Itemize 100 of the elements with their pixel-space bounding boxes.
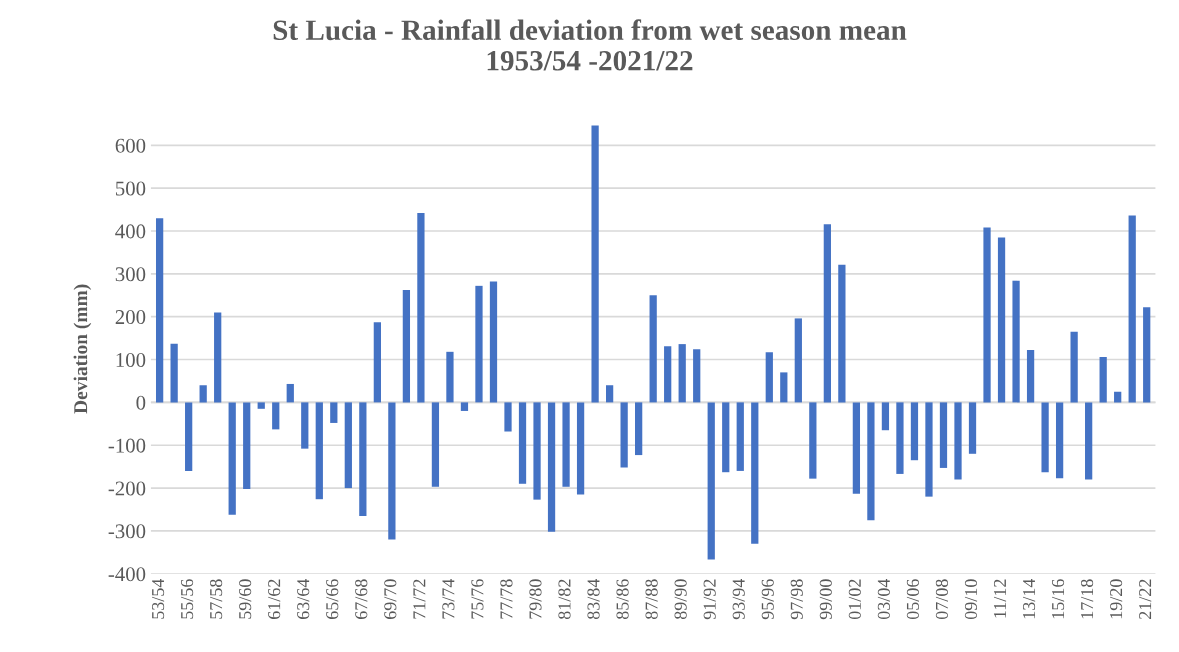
bar [780,372,788,403]
bar [272,402,280,430]
x-tick-label: 77/78 [500,579,513,619]
x-tick-label: 13/14 [1022,578,1036,619]
bar [330,402,338,423]
x-tick-label: 19/20 [1110,579,1123,619]
bar [286,383,294,403]
bar [635,402,643,456]
y-tick-label: 0 [136,395,146,410]
bar [417,213,425,403]
bar [1055,402,1064,479]
y-tick-label: -400 [108,567,146,582]
x-tick-label: 75/76 [471,579,484,619]
bar [1070,331,1078,403]
x-tick-label: 11/12 [993,579,1007,618]
bar [997,237,1006,403]
y-tick-label: 400 [115,224,146,239]
bar [910,402,919,461]
bar [809,402,817,479]
y-tick-label: -200 [108,481,146,496]
bar [954,402,962,480]
bar [852,402,861,494]
bar [562,402,570,487]
x-tick-label: 15/16 [1052,579,1065,619]
bar [881,402,890,431]
x-tick-label: 91/92 [703,579,716,620]
bar [1085,402,1093,480]
bar [518,402,527,484]
x-tick-label: 09/10 [964,579,978,620]
bar [794,318,802,403]
bar [315,402,323,500]
y-tick-label: -300 [108,524,146,539]
y-axis-title: Deviation (mm) [73,284,92,414]
bar [968,402,977,454]
x-tick-label: 87/88 [645,579,658,620]
x-tick-label: 89/90 [674,579,687,620]
x-tick-label: 83/84 [587,578,600,620]
y-tick-label: 600 [115,138,146,153]
y-tick-label: 200 [115,310,146,325]
bar [707,402,715,560]
x-tick-label: 95/96 [761,579,774,620]
bar [359,402,367,516]
x-tick-label: 59/60 [239,579,252,619]
bar [591,125,599,403]
bar [155,218,164,403]
bar [649,295,657,403]
bar [576,402,585,495]
bar [1114,391,1122,403]
x-tick-label: 53/54 [152,578,165,619]
bar [431,402,440,487]
bar [388,402,396,540]
bar [983,227,991,403]
x-tick-label: 65/66 [326,579,339,619]
x-tick-label: 01/02 [848,579,861,620]
bar [925,402,933,497]
bar [605,385,614,403]
bar [1041,402,1049,473]
y-tick-label: 100 [116,352,146,367]
bar [1012,280,1020,403]
bar [214,312,222,403]
bar [185,402,193,471]
bar [751,402,759,544]
bar [489,281,498,403]
x-tick-label: 57/58 [210,579,223,619]
x-tick-label: 67/68 [355,579,368,619]
x-tick-label: 85/86 [616,579,629,620]
bar [504,402,512,432]
y-tick-label: 300 [115,267,146,282]
x-tick-label: 93/94 [732,578,745,620]
bar [257,402,265,409]
x-tick-label: 05/06 [906,579,919,620]
bar [301,402,309,449]
x-tick-label: 63/64 [297,578,310,619]
x-tick-label: 21/22 [1139,579,1152,619]
x-tick-label: 73/74 [442,578,455,619]
bar [460,402,469,411]
x-tick-label: 69/70 [384,579,397,619]
bar [1099,356,1107,403]
y-tick-label: -100 [108,438,146,453]
x-tick-label: 55/56 [181,579,194,619]
bar [736,402,744,471]
bar [446,351,454,403]
bar [402,290,411,403]
bar [199,385,207,403]
bar [896,402,904,474]
x-tick-label: 61/62 [268,579,281,619]
y-tick-label: 500 [116,181,146,196]
bar [1026,350,1035,403]
bar [547,402,556,532]
bar [722,402,730,473]
x-tick-label: 99/00 [819,579,832,620]
bar [170,343,178,403]
bar [823,224,831,403]
bar [373,322,381,403]
bar [867,402,875,521]
bar [1143,307,1151,403]
bar [664,346,672,403]
bar [344,402,352,489]
bar [475,285,483,403]
bar [939,402,948,468]
